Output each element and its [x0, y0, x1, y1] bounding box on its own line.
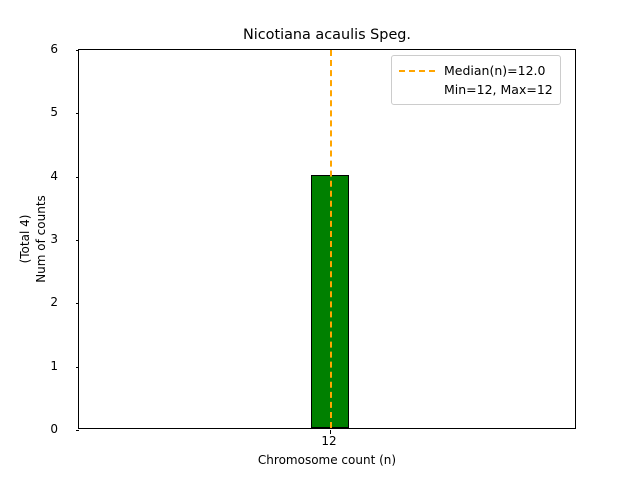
ytick-mark-2 [75, 303, 79, 305]
xtick-mark-12 [330, 430, 331, 434]
ytick-mark-3 [75, 240, 79, 241]
ytick-label-1: 1 [50, 358, 58, 373]
plot-area [75, 49, 576, 434]
page-title: Nicotiana acaulis Speg. [242, 27, 412, 43]
x-axis-label: Chromosome count (n) [257, 453, 397, 467]
ytick-mark-4 [75, 176, 79, 178]
legend-item-median: Median(n)=12.0 [399, 61, 553, 80]
ytick-label-2: 2 [50, 295, 58, 310]
legend-label-minmax: Min=12, Max=12 [444, 82, 553, 97]
ytick-label-3: 3 [50, 232, 58, 246]
blank-marker-icon [399, 84, 435, 96]
legend-label-median: Median(n)=12.0 [444, 63, 546, 78]
ytick-label-5: 5 [50, 105, 58, 120]
ytick-label-6: 6 [50, 42, 58, 56]
y-axis-label-line-1: Num of counts [34, 195, 48, 283]
dashed-line-icon [399, 65, 435, 77]
y-axis-label-line-2: (Total 4) [18, 214, 32, 264]
ytick-mark-5 [75, 113, 79, 115]
ytick-mark-6 [75, 50, 79, 51]
ytick-label-0: 0 [50, 422, 58, 436]
plot-clip [79, 50, 575, 428]
ytick-mark-1 [75, 366, 79, 368]
ytick-mark-0 [75, 430, 79, 431]
ytick-label-4: 4 [50, 168, 58, 183]
median-line [330, 50, 332, 428]
legend-item-minmax: Min=12, Max=12 [399, 80, 553, 99]
xtick-label-12: 12 [321, 434, 337, 448]
chart-legend: Median(n)=12.0 Min=12, Max=12 [391, 55, 561, 105]
